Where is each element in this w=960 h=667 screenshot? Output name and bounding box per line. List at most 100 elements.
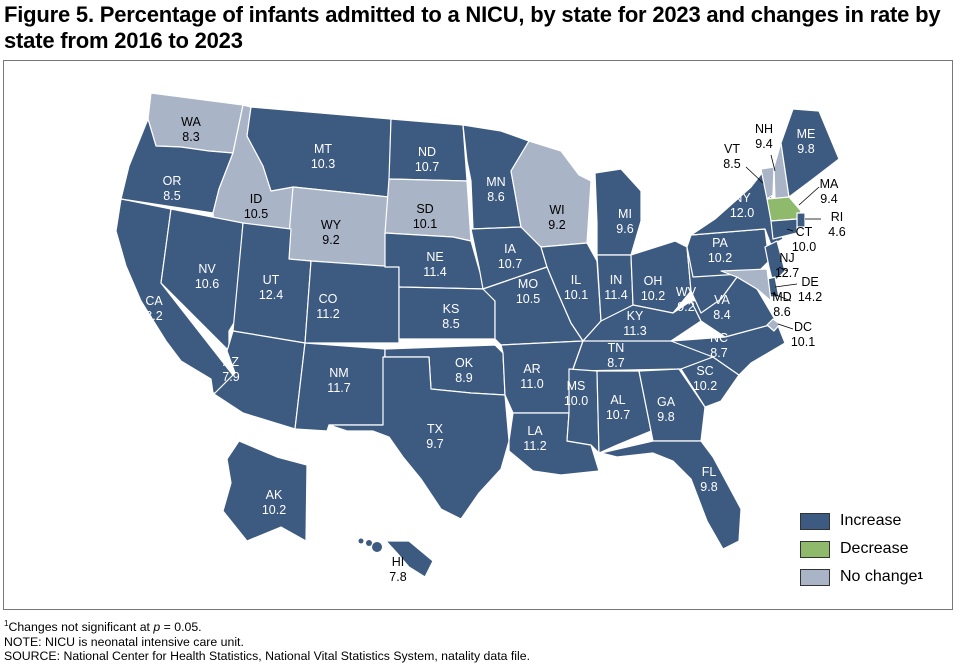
state-md xyxy=(720,268,772,302)
state-label-oh: OH xyxy=(644,274,663,288)
state-value-me: 9.8 xyxy=(797,142,814,156)
state-value-ar: 11.0 xyxy=(520,377,543,391)
state-label-sc: SC xyxy=(696,364,713,378)
state-value-ks: 8.5 xyxy=(442,317,459,331)
state-label-ak: AK xyxy=(266,488,283,502)
legend-item-decrease: Decrease xyxy=(800,535,923,563)
state-value-ms: 10.0 xyxy=(564,394,588,408)
footnote-1: 1Changes not significant at p = 0.05. xyxy=(4,618,530,635)
state-label-ct: CT xyxy=(796,225,813,239)
leader-line-7 xyxy=(774,283,798,288)
footnote-note: NOTE: NICU is neonatal intensive care un… xyxy=(4,634,244,649)
state-value-nm: 11.7 xyxy=(327,381,350,395)
state-value-mn: 8.6 xyxy=(487,190,504,204)
state-label-ia: IA xyxy=(504,242,516,256)
state-label-la: LA xyxy=(527,424,543,438)
state-label-co: CO xyxy=(319,292,338,306)
state-value-nh: 9.4 xyxy=(755,137,772,151)
state-ct xyxy=(770,218,798,240)
state-value-pa: 10.2 xyxy=(708,251,732,265)
state-value-ny: 12.0 xyxy=(730,206,754,220)
state-label-tn: TN xyxy=(608,341,625,355)
leader-line-2 xyxy=(770,154,776,172)
state-label-ca: CA xyxy=(145,294,163,308)
state-dc xyxy=(766,318,781,332)
state-value-dc: 10.1 xyxy=(791,335,815,349)
map-frame: WA 8.3 OR 8.5 CA 8.2 ID 10.5 NV 10.6 MT 10.3 WY 9.2 UT… xyxy=(3,60,953,610)
state-value-la: 11.2 xyxy=(523,439,546,453)
state-label-ok: OK xyxy=(455,356,474,370)
state-vt xyxy=(760,166,775,200)
state-label-hi: HI xyxy=(392,555,405,569)
state-label-ar: AR xyxy=(523,362,540,376)
state-label-md: MD xyxy=(772,290,791,304)
hawaii-island-2 xyxy=(366,540,372,546)
state-mi xyxy=(594,168,642,256)
state-label-nv: NV xyxy=(198,262,216,276)
state-label-nh: NH xyxy=(755,122,773,136)
state-label-fl: FL xyxy=(702,465,717,479)
state-value-md: 8.6 xyxy=(773,305,790,319)
state-label-in: IN xyxy=(610,273,623,287)
legend-label-no-change: No change xyxy=(840,568,918,585)
state-label-nc: NC xyxy=(710,331,728,345)
state-value-co: 11.2 xyxy=(316,307,339,321)
state-sc xyxy=(680,356,740,408)
state-value-wv: 9.2 xyxy=(677,300,694,314)
state-label-va: VA xyxy=(714,293,730,307)
legend-item-increase: Increase xyxy=(800,507,923,535)
state-label-me: ME xyxy=(797,127,816,141)
footnote-1-p: p xyxy=(153,620,161,634)
state-value-nj: 12.7 xyxy=(775,266,799,280)
figure-title: Figure 5. Percentage of infants admitted… xyxy=(4,2,941,53)
state-value-ne: 11.4 xyxy=(423,265,446,279)
state-hi xyxy=(385,540,434,578)
state-value-tn: 8.7 xyxy=(607,356,624,370)
state-label-wy: WY xyxy=(321,218,342,232)
leader-line-6 xyxy=(778,266,788,272)
state-value-ga: 9.8 xyxy=(657,410,674,424)
legend-item-no-change: No change 1 xyxy=(800,563,923,591)
state-value-sc: 10.2 xyxy=(693,379,717,393)
state-value-va: 8.4 xyxy=(713,308,730,322)
state-value-tx: 9.7 xyxy=(426,437,443,451)
us-map: WA8.3OR8.5CA8.2ID10.5NV10.6MT10.3WY9.2UT… xyxy=(115,92,846,584)
state-al xyxy=(596,370,652,454)
state-value-hi: 7.8 xyxy=(389,570,406,584)
footnotes: 1Changes not significant at p = 0.05. NO… xyxy=(4,618,531,664)
state-label-ky: KY xyxy=(627,309,644,323)
state-label-ny: NY xyxy=(733,191,751,205)
state-label-mi: MI xyxy=(618,207,632,221)
state-label-al: AL xyxy=(610,393,625,407)
leader-line-8 xyxy=(770,292,792,302)
legend-label-increase: Increase xyxy=(840,512,902,529)
footnote-1-tail: = 0.05. xyxy=(160,620,202,634)
state-label-wv: WV xyxy=(676,285,697,299)
state-value-in: 11.4 xyxy=(604,288,627,302)
state-label-ri: RI xyxy=(831,210,844,224)
state-label-nm: NM xyxy=(329,366,348,380)
state-value-ak: 10.2 xyxy=(262,503,286,517)
state-nj xyxy=(764,240,786,284)
legend: Increase Decrease No change 1 xyxy=(800,507,923,591)
footnote-source: SOURCE: National Center for Health Stati… xyxy=(4,649,531,663)
state-co xyxy=(304,260,400,344)
state-value-ma: 9.4 xyxy=(820,192,837,206)
leader-line-9 xyxy=(777,323,794,330)
state-label-dc: DC xyxy=(794,320,812,334)
state-value-or: 8.5 xyxy=(163,189,180,203)
hawaii-island-1 xyxy=(372,542,382,552)
footnote-1-text: Changes not significant at xyxy=(8,620,154,634)
state-label-ks: KS xyxy=(443,302,460,316)
state-label-id: ID xyxy=(250,192,263,206)
state-value-vt: 8.5 xyxy=(723,157,740,171)
state-value-nc: 8.7 xyxy=(710,346,727,360)
state-value-al: 10.7 xyxy=(606,408,630,422)
footnote-1-marker: 1 xyxy=(4,618,9,628)
state-label-az: AZ xyxy=(223,355,239,369)
state-label-sd: SD xyxy=(416,202,433,216)
state-value-wi: 9.2 xyxy=(548,218,565,232)
state-value-ca: 8.2 xyxy=(145,309,162,323)
state-label-nd: ND xyxy=(418,145,436,159)
leader-line-3 xyxy=(798,186,820,206)
